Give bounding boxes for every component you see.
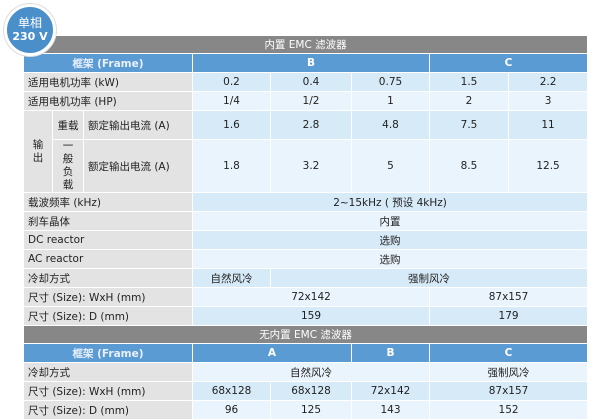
cell: 7.5 <box>429 110 509 140</box>
row-label: 冷却方式 <box>23 362 193 382</box>
cell: 87x157 <box>428 381 589 401</box>
cell: 内置 <box>191 211 589 231</box>
voltage-badge: 单相 230 V <box>4 4 56 56</box>
size-d-row: 尺寸 (Size): D (mm) 159 179 <box>23 306 589 326</box>
section-title: 无内置 EMC 滤波器 <box>22 325 589 344</box>
heavy-duty-row: 输出 重载 额定输出电流 (A) 1.6 2.8 4.8 7.5 11 <box>23 110 589 193</box>
cell: 72x142 <box>192 287 430 307</box>
cell: 1/2 <box>270 91 352 111</box>
cell: 2.2 <box>507 72 589 92</box>
frame-c: C <box>428 53 589 73</box>
frame-row: 框架 (Frame) B C <box>23 53 589 73</box>
cell: 3.2 <box>270 139 352 193</box>
heavy-label: 重载 <box>52 110 84 140</box>
size-wxh-row: 尺寸 (Size): WxH (mm) 72x142 87x157 <box>23 287 589 307</box>
badge-phase: 单相 <box>17 16 42 30</box>
row-label: 尺寸 (Size): D (mm) <box>23 306 193 326</box>
output-label: 输出 <box>23 110 53 193</box>
row-label: 额定输出电流 (A) <box>83 139 193 193</box>
ac-reactor-row: AC reactor 选购 <box>23 249 589 269</box>
cell: 68x128 <box>270 381 352 401</box>
spec-table: 内置 EMC 滤波器 框架 (Frame) B C 适用电机功率 (kW) 0.… <box>22 35 589 420</box>
cell: 11 <box>507 110 589 140</box>
row-label: 尺寸 (Size): WxH (mm) <box>23 287 193 307</box>
cell: 0.2 <box>192 72 271 92</box>
normal-label: 一般负载 <box>52 139 84 193</box>
row-label: 额定输出电流 (A) <box>83 110 193 140</box>
cell: 5 <box>351 139 430 193</box>
row-label: AC reactor <box>23 249 193 269</box>
row-label: 刹车晶体 <box>23 211 193 231</box>
section-header-no-filter: 无内置 EMC 滤波器 <box>22 325 589 344</box>
cooling-row: 冷却方式 自然风冷 强制风冷 <box>23 268 589 288</box>
row-label: 尺寸 (Size): D (mm) <box>23 400 193 420</box>
cell: 8.5 <box>429 139 509 193</box>
cell: 96 <box>192 400 271 420</box>
frame-label: 框架 (Frame) <box>23 343 193 363</box>
cell: 0.4 <box>270 72 352 92</box>
cell: 2 <box>429 91 509 111</box>
brake-row: 刹车晶体 内置 <box>23 211 589 231</box>
section-title: 内置 EMC 滤波器 <box>22 35 589 54</box>
frame-a: A <box>192 343 352 363</box>
dc-reactor-row: DC reactor 选购 <box>23 230 589 250</box>
cell: 自然风冷 <box>192 268 271 288</box>
cell: 152 <box>428 400 589 420</box>
size-d-row: 尺寸 (Size): D (mm) 96 125 143 152 <box>23 400 589 420</box>
cell: 1 <box>351 91 430 111</box>
row-label: 适用电机功率 (HP) <box>23 91 193 111</box>
frame-label: 框架 (Frame) <box>23 53 193 73</box>
carrier-row: 载波频率 (kHz) 2~15kHz ( 预设 4kHz) <box>23 192 589 212</box>
frame-c: C <box>428 343 589 363</box>
cell: 强制风冷 <box>428 362 589 382</box>
frame-b: B <box>192 53 430 73</box>
cell: 强制风冷 <box>269 268 589 288</box>
section-header-builtin: 内置 EMC 滤波器 <box>22 35 589 54</box>
row-label: 尺寸 (Size): WxH (mm) <box>23 381 193 401</box>
row-label: 载波频率 (kHz) <box>23 192 193 212</box>
cell: 159 <box>192 306 430 326</box>
cell: 87x157 <box>428 287 589 307</box>
hp-row: 适用电机功率 (HP) 1/4 1/2 1 2 3 <box>23 91 589 111</box>
cell: 1.5 <box>429 72 509 92</box>
badge-voltage: 230 V <box>12 30 48 43</box>
cooling-row: 冷却方式 自然风冷 强制风冷 <box>23 362 589 382</box>
cell: 72x142 <box>351 381 430 401</box>
row-label: 适用电机功率 (kW) <box>23 72 193 92</box>
cell: 12.5 <box>507 139 589 193</box>
cell: 1.8 <box>192 139 271 193</box>
cell: 125 <box>270 400 352 420</box>
cell: 0.75 <box>351 72 430 92</box>
cell: 选购 <box>191 249 589 269</box>
cell: 自然风冷 <box>192 362 430 382</box>
size-wxh-row: 尺寸 (Size): WxH (mm) 68x128 68x128 72x142 87x… <box>23 381 589 401</box>
cell: 2~15kHz ( 预设 4kHz) <box>191 192 589 212</box>
cell: 1.6 <box>192 110 271 140</box>
cell: 179 <box>428 306 589 326</box>
cell: 143 <box>351 400 430 420</box>
kw-row: 适用电机功率 (kW) 0.2 0.4 0.75 1.5 2.2 <box>23 72 589 92</box>
frame-b: B <box>351 343 430 363</box>
cell: 68x128 <box>192 381 271 401</box>
cell: 3 <box>507 91 589 111</box>
cell: 4.8 <box>351 110 430 140</box>
frame-row: 框架 (Frame) A B C <box>23 343 589 363</box>
cell: 选购 <box>191 230 589 250</box>
normal-duty-row: 一般负载 额定输出电流 (A) 1.8 3.2 5 8.5 12.5 <box>24 139 589 193</box>
cell: 2.8 <box>270 110 352 140</box>
cell: 1/4 <box>192 91 271 111</box>
row-label: DC reactor <box>23 230 193 250</box>
row-label: 冷却方式 <box>23 268 193 288</box>
